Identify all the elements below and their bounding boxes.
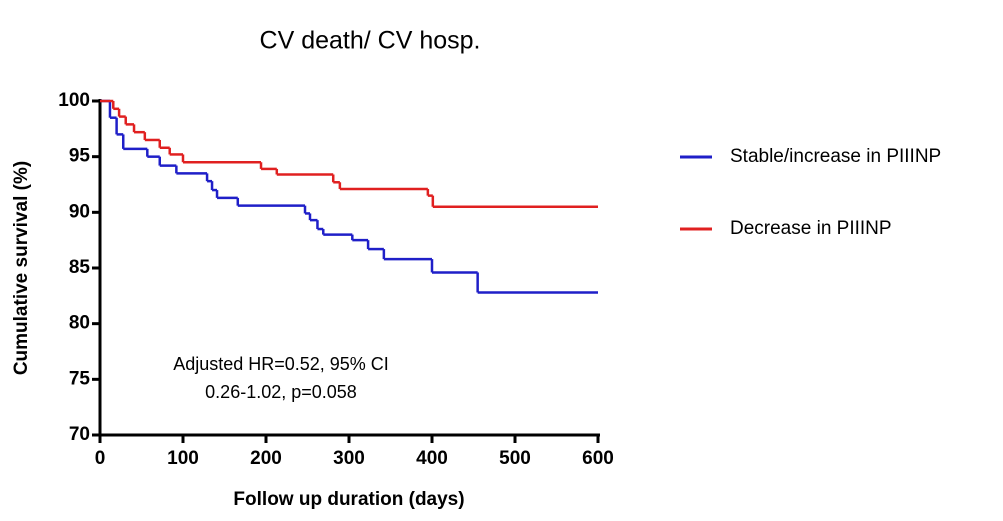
y-tick-label: 80 — [69, 313, 90, 334]
x-tick-label: 300 — [333, 448, 365, 469]
y-tick-label: 75 — [69, 368, 91, 389]
y-tick-label: 100 — [58, 90, 90, 111]
y-axis-title: Cumulative survival (%) — [11, 161, 32, 375]
y-tick-label: 70 — [69, 424, 90, 445]
x-tick-label: 100 — [167, 448, 199, 469]
legend-label: Stable/increase in PIIINP — [730, 146, 941, 167]
y-tick-label: 90 — [69, 201, 90, 222]
x-tick-label: 400 — [416, 448, 448, 469]
annotation: 0.26-1.02, p=0.058 — [205, 382, 357, 402]
x-tick-label: 500 — [499, 448, 531, 469]
x-tick-label: 600 — [582, 448, 614, 469]
x-tick-label: 0 — [95, 448, 106, 469]
y-tick-label: 95 — [69, 146, 91, 167]
legend-label: Decrease in PIIINP — [730, 218, 892, 239]
x-axis-title: Follow up duration (days) — [233, 489, 464, 510]
annotation: Adjusted HR=0.52, 95% CI — [173, 354, 389, 374]
y-tick-label: 85 — [69, 257, 91, 278]
x-tick-label: 200 — [250, 448, 282, 469]
chart-title: CV death/ CV hosp. — [260, 27, 481, 55]
